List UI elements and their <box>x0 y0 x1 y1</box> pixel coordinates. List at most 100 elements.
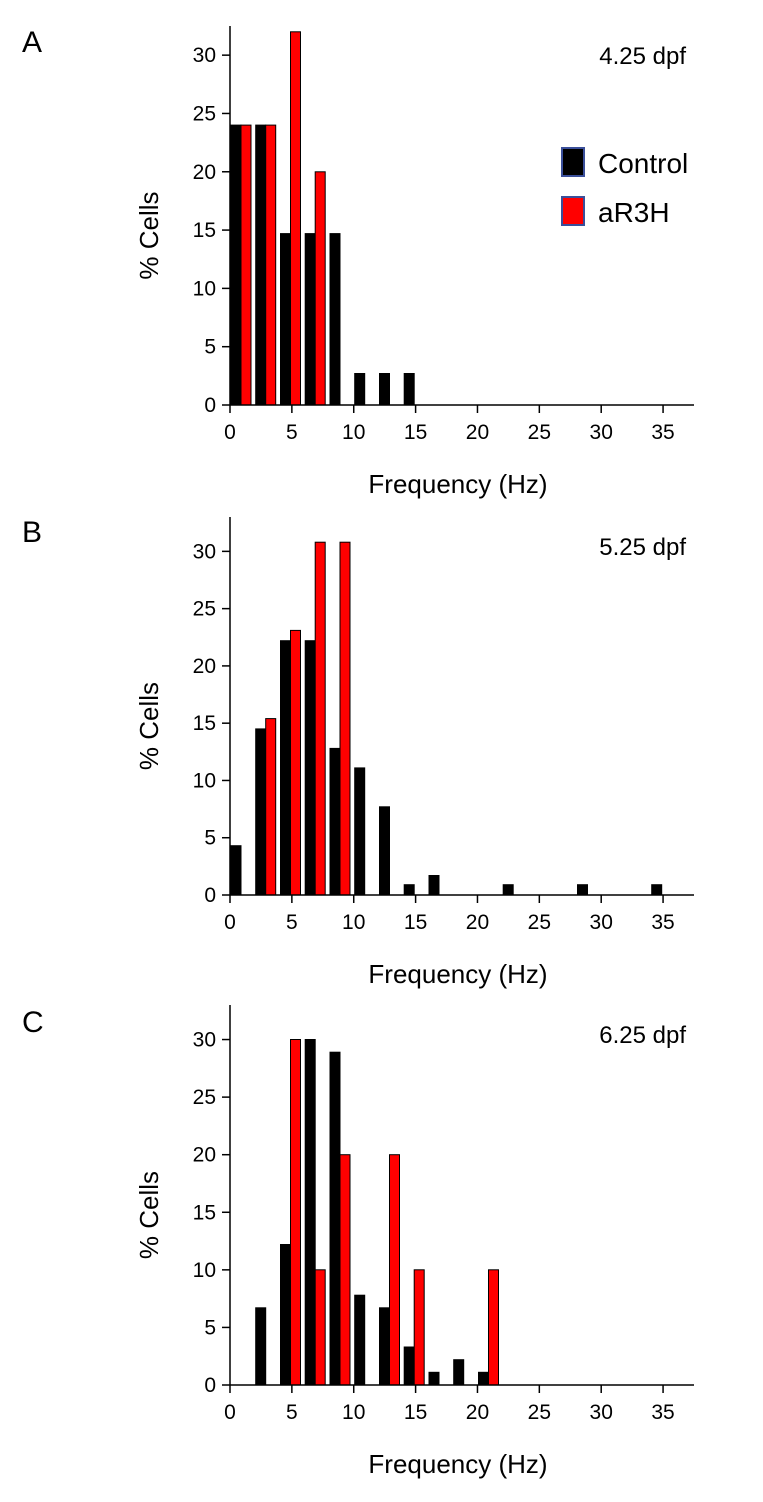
panel-letter: A <box>22 26 42 59</box>
x-tick-label: 15 <box>404 421 427 444</box>
bar-control-bin-7 <box>304 233 316 406</box>
bar-control-bin-13 <box>379 373 390 406</box>
legend-label-control: Control <box>598 148 688 179</box>
bar-control-bin-3 <box>255 1307 267 1386</box>
bar-ar3h-bin-9 <box>339 1154 351 1386</box>
bar-ar3h-bin-5 <box>290 31 301 406</box>
x-tick-label: 15 <box>404 1401 427 1424</box>
bar-control-bin-17 <box>428 1371 440 1386</box>
bar-control-bin-15 <box>403 884 415 896</box>
y-tick-label: 0 <box>204 884 216 907</box>
y-tick-label: 5 <box>204 827 216 850</box>
y-tick-label: 30 <box>193 540 216 563</box>
bar-ar3h-bin-5 <box>290 1039 301 1386</box>
y-tick-label: 5 <box>204 336 216 359</box>
legend-swatch-control <box>561 147 585 177</box>
bar-control-bin-9 <box>329 233 341 406</box>
y-tick-label: 30 <box>193 1029 216 1052</box>
bar-control-bin-1 <box>230 124 242 406</box>
x-tick-label: 30 <box>590 421 613 444</box>
legend-label-ar3h: aR3H <box>598 197 670 228</box>
x-tick-label: 20 <box>466 911 489 934</box>
chart-panel-b: B 5.25 dpf 0 5 10 15 20 25 30 0 5 10 15 20 25 30 35 Frequ… <box>22 516 694 989</box>
y-tick-label: 5 <box>204 1316 216 1339</box>
bar-control-bin-21 <box>478 1371 489 1386</box>
bar-control-bin-11 <box>354 373 366 406</box>
x-axis-label: Frequency (Hz) <box>368 469 547 499</box>
panel-letter: C <box>22 1006 44 1039</box>
chart-panel-c: C 6.25 dpf 0 5 10 15 20 25 30 0 5 10 15 20 25 30 35 Frequ… <box>22 1005 694 1479</box>
bar-control-bin-11 <box>354 1294 366 1386</box>
x-tick-label: 25 <box>528 1401 551 1424</box>
bar-control-bin-13 <box>379 806 390 896</box>
bar-control-bin-3 <box>255 124 267 406</box>
bar-control-bin-7 <box>304 640 316 896</box>
bar-control-bin-5 <box>280 640 291 896</box>
y-tick-label: 25 <box>193 1086 216 1109</box>
x-tick-label: 35 <box>651 911 674 934</box>
y-tick-label: 10 <box>193 769 216 792</box>
x-tick-label: 0 <box>224 421 236 444</box>
x-tick-label: 25 <box>528 911 551 934</box>
panel-annotation: 6.25 dpf <box>599 1022 686 1049</box>
y-tick-label: 10 <box>193 277 216 300</box>
bar-control-bin-19 <box>453 1359 465 1386</box>
x-axis-label: Frequency (Hz) <box>368 959 547 989</box>
bar-ar3h-bin-5 <box>290 629 301 896</box>
bar-ar3h-bin-7 <box>314 1269 326 1386</box>
bar-control-bin-11 <box>354 767 366 896</box>
bar-control-bin-23 <box>502 884 514 896</box>
chart-panel-a: A 4.25 dpf 0 5 10 15 20 25 30 0 5 10 15 20 25 30 35 Frequ… <box>22 26 694 499</box>
bar-ar3h-bin-3 <box>265 718 277 896</box>
bar-control-bin-9 <box>329 1051 341 1386</box>
y-tick-label: 25 <box>193 102 216 125</box>
x-tick-label: 20 <box>466 421 489 444</box>
bar-control-bin-9 <box>329 747 341 896</box>
x-tick-label: 25 <box>528 421 551 444</box>
y-axis-label: % Cells <box>134 1171 164 1259</box>
x-tick-label: 35 <box>651 421 674 444</box>
x-tick-label: 5 <box>286 911 298 934</box>
x-tick-label: 15 <box>404 911 427 934</box>
bar-control-bin-17 <box>428 875 440 896</box>
bar-ar3h-bin-7 <box>314 541 326 896</box>
bar-ar3h-bin-7 <box>314 171 326 406</box>
bar-control-bin-3 <box>255 728 267 896</box>
y-tick-label: 10 <box>193 1259 216 1282</box>
x-tick-label: 20 <box>466 1401 489 1424</box>
y-tick-label: 15 <box>193 1201 216 1224</box>
x-tick-label: 10 <box>342 1401 365 1424</box>
y-tick-label: 15 <box>193 712 216 735</box>
bar-control-bin-13 <box>379 1307 390 1386</box>
bar-control-bin-5 <box>280 1244 291 1386</box>
x-tick-label: 10 <box>342 421 365 444</box>
panel-annotation: 5.25 dpf <box>599 534 686 561</box>
y-tick-label: 0 <box>204 1374 216 1397</box>
bar-control-bin-7 <box>304 1039 316 1386</box>
bar-ar3h-bin-1 <box>240 124 252 406</box>
x-tick-label: 5 <box>286 1401 298 1424</box>
bar-ar3h-bin-3 <box>265 124 277 406</box>
y-tick-label: 25 <box>193 598 216 621</box>
bar-ar3h-bin-13 <box>389 1154 400 1386</box>
bar-ar3h-bin-9 <box>339 541 351 896</box>
bar-control-bin-1 <box>230 845 242 896</box>
x-axis-label: Frequency (Hz) <box>368 1449 547 1479</box>
y-axis-label: % Cells <box>134 191 164 279</box>
x-tick-label: 5 <box>286 421 298 444</box>
bar-control-bin-35 <box>651 884 663 896</box>
bar-ar3h-bin-15 <box>413 1269 425 1386</box>
x-tick-label: 10 <box>342 911 365 934</box>
y-tick-label: 0 <box>204 394 216 417</box>
x-tick-label: 30 <box>590 1401 613 1424</box>
bar-control-bin-5 <box>280 233 291 406</box>
x-tick-label: 0 <box>224 911 236 934</box>
x-tick-label: 30 <box>590 911 613 934</box>
x-tick-label: 0 <box>224 1401 236 1424</box>
panel-letter: B <box>22 516 42 549</box>
bar-control-bin-15 <box>403 1346 415 1386</box>
bar-ar3h-bin-21 <box>488 1269 499 1386</box>
y-tick-label: 15 <box>193 219 216 242</box>
bar-control-bin-29 <box>577 884 588 896</box>
y-tick-label: 20 <box>193 1144 216 1167</box>
